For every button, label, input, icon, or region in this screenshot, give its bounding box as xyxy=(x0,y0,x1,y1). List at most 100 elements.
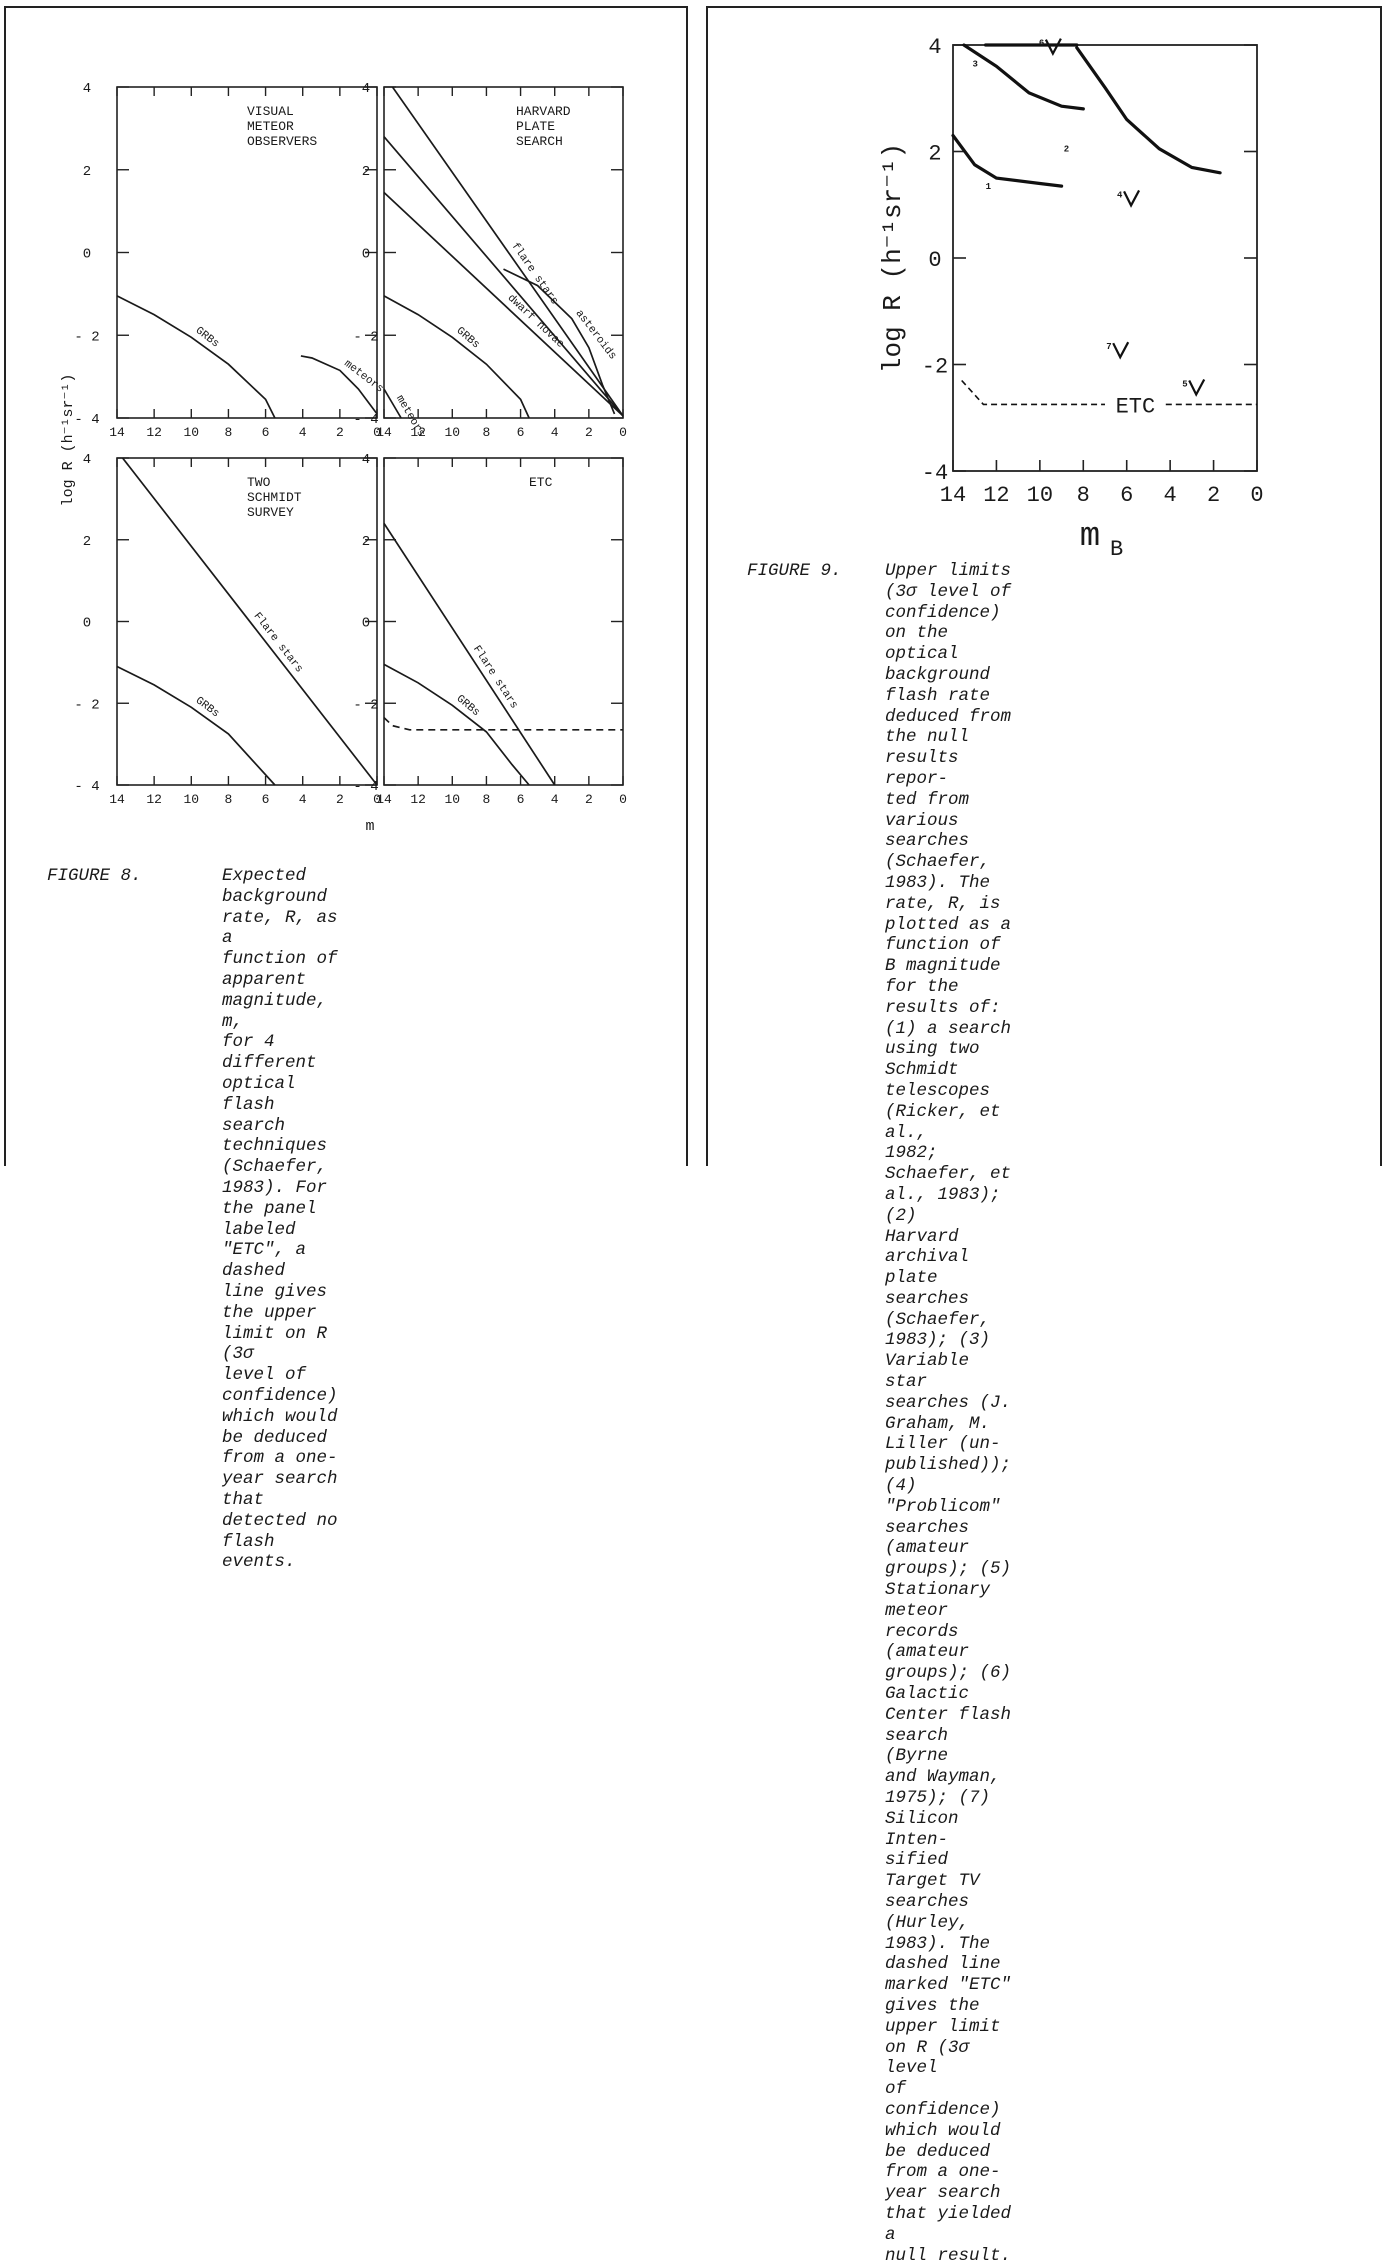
x-tick-label: 10 xyxy=(1027,483,1053,508)
etc-label: ETC xyxy=(1116,394,1156,419)
x-tick-label: 2 xyxy=(585,425,593,440)
x-tick-label: 6 xyxy=(517,425,525,440)
x-tick-label: 14 xyxy=(109,425,125,440)
y-tick-label: - 2 xyxy=(353,329,378,345)
x-tick-label: 12 xyxy=(146,792,162,807)
figure-9-y-axis-label: log R (h⁻¹sr⁻¹) xyxy=(878,143,908,373)
curve-grbs xyxy=(383,295,530,419)
x-tick-label: 12 xyxy=(410,425,426,440)
x-tick-label: 0 xyxy=(373,425,381,440)
figure-9-x-axis-label: m xyxy=(1080,518,1100,556)
x-tick-label: 12 xyxy=(146,425,162,440)
x-tick-label: 0 xyxy=(619,792,627,807)
y-tick-label: 0 xyxy=(83,247,91,263)
curve-grbs xyxy=(116,665,276,786)
x-tick-label: 10 xyxy=(444,792,460,807)
y-tick-label: 0 xyxy=(362,247,370,263)
x-tick-label: 14 xyxy=(109,792,125,807)
x-tick-label: 2 xyxy=(336,425,344,440)
figure-9-caption-label: FIGURE 9. xyxy=(747,561,842,581)
y-tick-label: 0 xyxy=(83,616,91,632)
y-tick-label: - 4 xyxy=(74,779,99,795)
upper-limit-marker-6 xyxy=(1044,38,1062,57)
figure-9-x-axis-subscript: B xyxy=(1110,537,1123,562)
curve-asteroids xyxy=(503,268,616,415)
figure-8-frame xyxy=(4,6,688,1166)
limit-curve-2 xyxy=(1075,46,1222,175)
panel-label-line: SURVEY xyxy=(247,505,294,520)
x-tick-label: 4 xyxy=(551,792,559,807)
curve-unlabeled xyxy=(383,136,624,417)
y-tick-label: 4 xyxy=(362,452,370,468)
y-tick-label: 2 xyxy=(362,534,370,550)
y-tick-label: 2 xyxy=(83,534,91,550)
panel-label-line: VISUAL xyxy=(247,104,294,119)
x-tick-label: 4 xyxy=(551,425,559,440)
y-tick-label: -4 xyxy=(922,461,948,486)
x-tick-label: 2 xyxy=(585,792,593,807)
x-tick-label: 8 xyxy=(1077,483,1090,508)
x-tick-label: 4 xyxy=(1164,483,1177,508)
figure-9-frame xyxy=(706,6,1382,1166)
x-tick-label: 4 xyxy=(299,425,307,440)
marker-number-label: 4 xyxy=(1117,190,1123,200)
y-tick-label: - 2 xyxy=(353,697,378,713)
curve-flare-stars xyxy=(121,457,378,786)
x-tick-label: 14 xyxy=(376,792,392,807)
curve-number-label: 3 xyxy=(973,59,978,69)
x-tick-label: 8 xyxy=(483,425,491,440)
curve-grbs xyxy=(116,295,276,419)
y-tick-label: 2 xyxy=(83,164,91,180)
curve-unlabeled xyxy=(383,716,623,731)
y-tick-label: - 2 xyxy=(74,329,99,345)
x-tick-label: 4 xyxy=(299,792,307,807)
marker-number-label: 5 xyxy=(1182,379,1187,389)
y-tick-label: 4 xyxy=(362,81,370,97)
x-tick-label: 10 xyxy=(183,425,199,440)
x-tick-label: 0 xyxy=(619,425,627,440)
x-tick-label: 2 xyxy=(1207,483,1220,508)
plot-frame xyxy=(952,44,1258,472)
curve-meteors xyxy=(383,388,402,419)
y-tick-label: - 4 xyxy=(74,412,99,428)
x-tick-label: 12 xyxy=(983,483,1009,508)
figure-8-caption-label: FIGURE 8. xyxy=(47,866,142,886)
x-tick-label: 14 xyxy=(376,425,392,440)
panel-label-line: METEOR xyxy=(247,119,294,134)
x-tick-label: 8 xyxy=(225,425,233,440)
y-tick-label: 4 xyxy=(928,35,941,60)
x-tick-label: 6 xyxy=(262,425,270,440)
marker-number-label: 6 xyxy=(1039,39,1044,49)
y-tick-label: - 2 xyxy=(74,697,99,713)
upper-limit-marker-7 xyxy=(1112,341,1130,360)
y-tick-label: 4 xyxy=(83,81,91,97)
curve-flare-stars xyxy=(391,86,624,417)
x-tick-label: 0 xyxy=(373,792,381,807)
y-tick-label: 0 xyxy=(928,248,941,273)
curve-grbs xyxy=(383,663,530,786)
x-tick-label: 12 xyxy=(410,792,426,807)
y-tick-label: 0 xyxy=(362,616,370,632)
x-tick-label: 10 xyxy=(183,792,199,807)
x-tick-label: 2 xyxy=(336,792,344,807)
limit-curve-1 xyxy=(951,133,1064,188)
upper-limit-marker-5 xyxy=(1188,378,1206,397)
figure-9-caption-text: Upper limits (3σ level of confidence) on… xyxy=(885,561,1012,2266)
etc-dashed-line xyxy=(961,379,1105,406)
panel-label-line: HARVARD xyxy=(516,104,571,119)
y-tick-label: 4 xyxy=(83,452,91,468)
figure-8-y-axis-label: log R (h⁻¹sr⁻¹) xyxy=(60,374,77,507)
x-tick-label: 14 xyxy=(940,483,966,508)
x-tick-label: 6 xyxy=(262,792,270,807)
panel-label-line: PLATE xyxy=(516,119,555,134)
figure-8-x-axis-label: m xyxy=(365,818,374,835)
figure-8-caption-text: Expected background rate, R, as a functi… xyxy=(222,866,338,1573)
upper-limit-marker-4 xyxy=(1123,189,1141,208)
y-tick-label: - 4 xyxy=(353,779,378,795)
y-tick-label: - 4 xyxy=(353,412,378,428)
curve-dwarf-novae xyxy=(383,191,624,417)
x-tick-label: 8 xyxy=(483,792,491,807)
